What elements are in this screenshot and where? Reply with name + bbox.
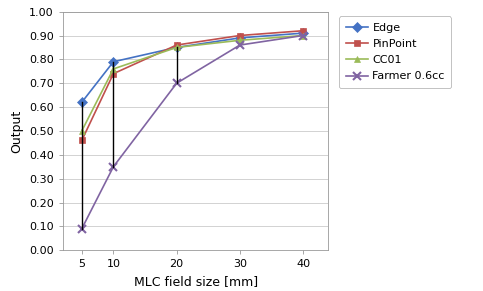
- PinPoint: [174, 43, 180, 47]
- Farmer 0.6cc: [237, 43, 243, 47]
- Line: PinPoint: PinPoint: [78, 27, 307, 144]
- Line: CC01: CC01: [78, 32, 307, 134]
- Edge: [174, 46, 180, 49]
- Edge: [300, 31, 306, 35]
- X-axis label: MLC field size [mm]: MLC field size [mm]: [134, 275, 257, 288]
- Line: Farmer 0.6cc: Farmer 0.6cc: [78, 31, 307, 233]
- PinPoint: [300, 29, 306, 33]
- CC01: [237, 38, 243, 42]
- PinPoint: [237, 34, 243, 37]
- Edge: [111, 60, 116, 63]
- Y-axis label: Output: Output: [11, 109, 24, 152]
- Farmer 0.6cc: [174, 81, 180, 85]
- Farmer 0.6cc: [79, 227, 85, 230]
- Edge: [79, 101, 85, 104]
- CC01: [111, 67, 116, 71]
- Farmer 0.6cc: [111, 165, 116, 168]
- CC01: [300, 34, 306, 37]
- PinPoint: [79, 139, 85, 142]
- Legend: Edge, PinPoint, CC01, Farmer 0.6cc: Edge, PinPoint, CC01, Farmer 0.6cc: [339, 16, 452, 88]
- PinPoint: [111, 72, 116, 75]
- CC01: [79, 129, 85, 133]
- Line: Edge: Edge: [78, 30, 307, 106]
- Farmer 0.6cc: [300, 34, 306, 37]
- CC01: [174, 46, 180, 49]
- Edge: [237, 36, 243, 40]
